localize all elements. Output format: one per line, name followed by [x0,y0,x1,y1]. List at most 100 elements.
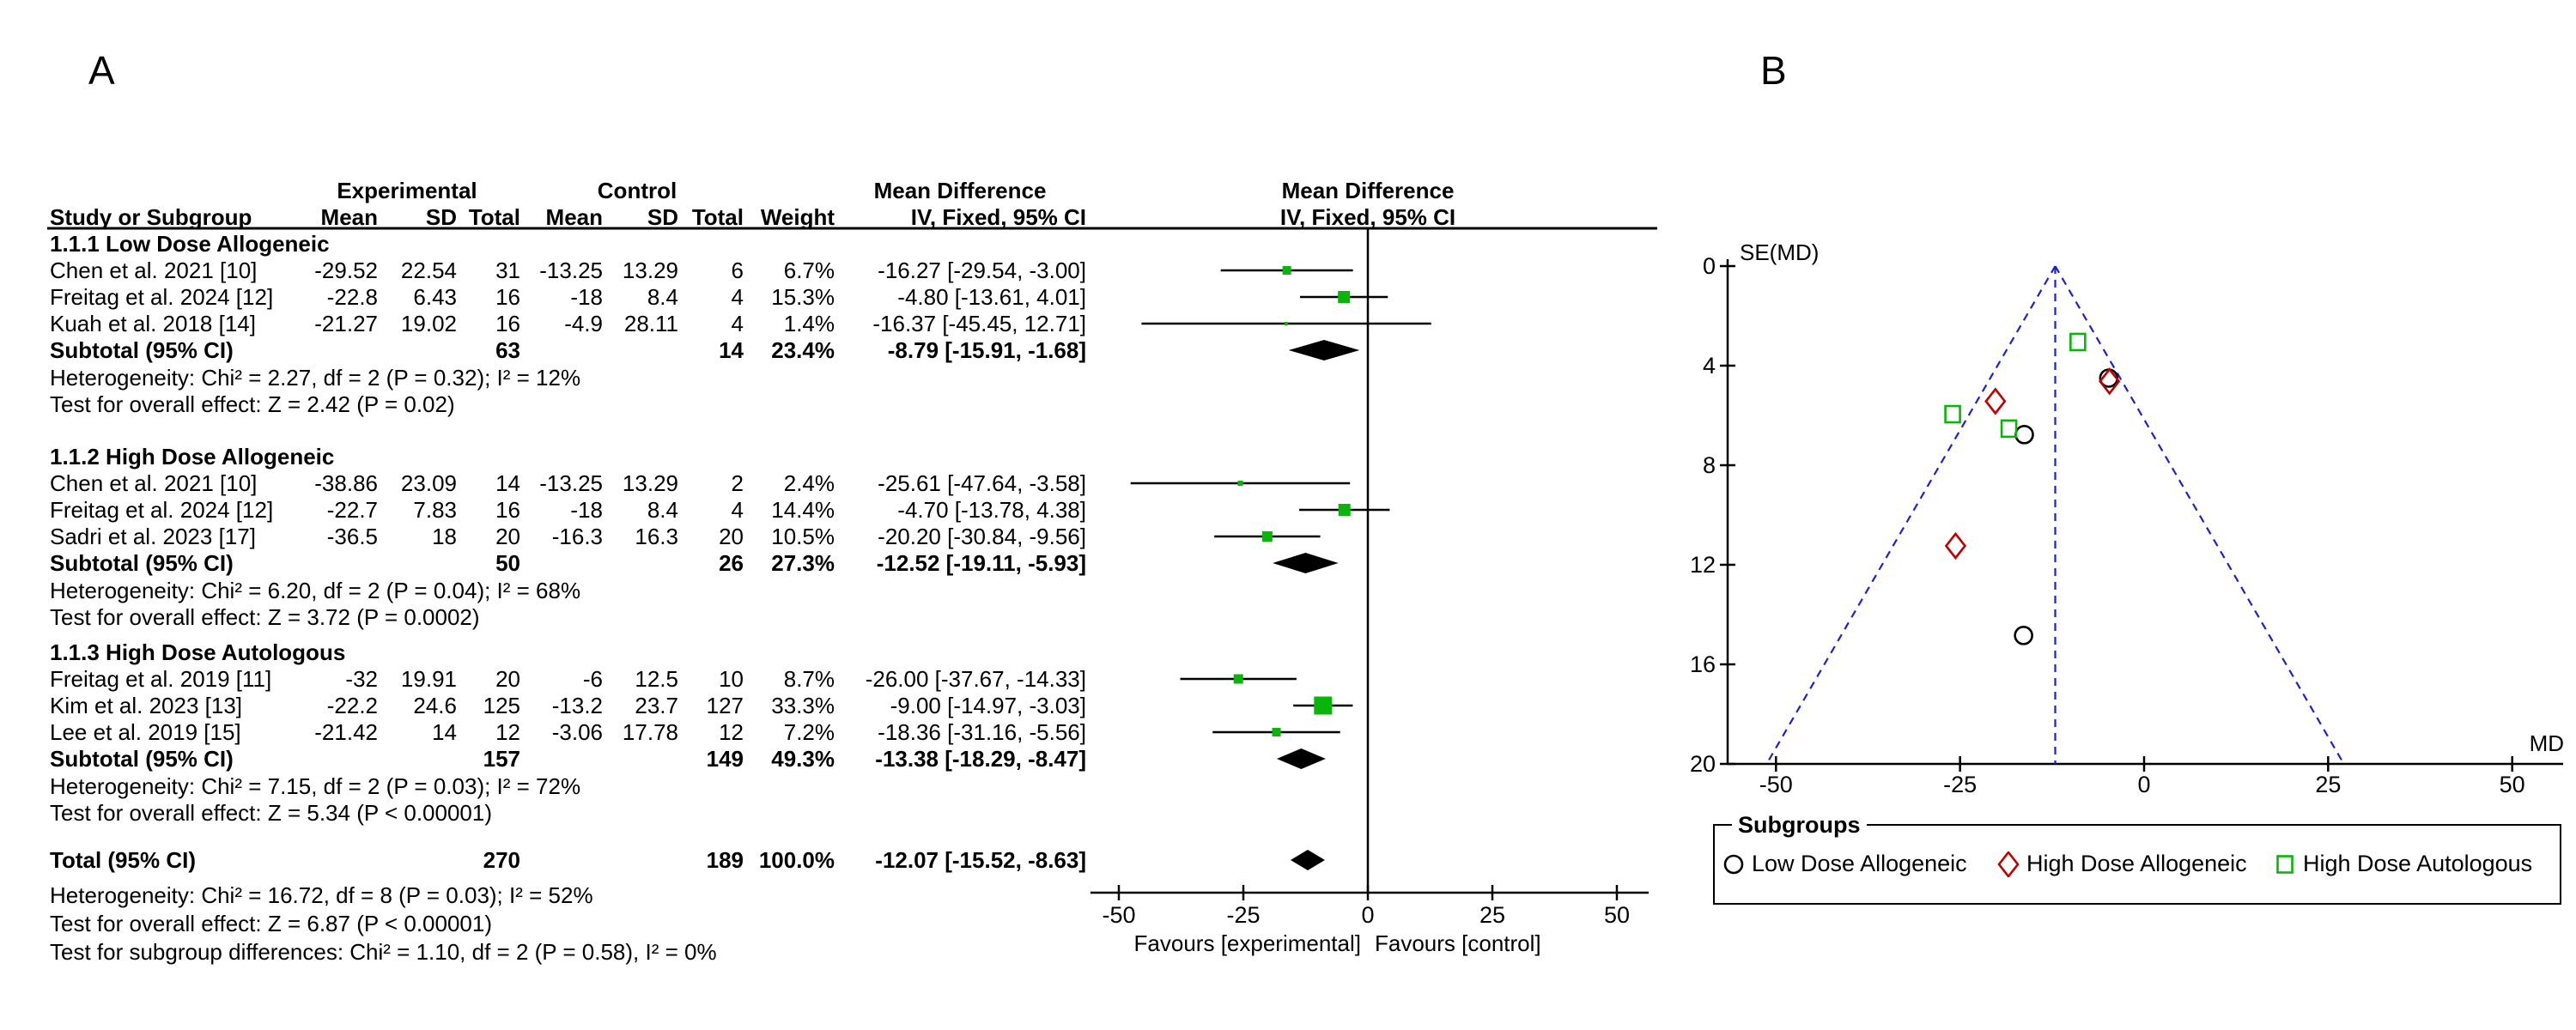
mean-difference-plot-header: Mean Difference [1281,178,1455,203]
exp-mean-value: -22.2 [326,693,378,718]
exp-sd-value: 6.43 [413,284,457,310]
exp-total-value: 50 [495,550,520,576]
weight-value: 1.4% [783,311,835,336]
subtotal-label: Subtotal (95% CI) [50,337,234,363]
exp-mean-column-header: Mean [320,204,378,230]
funnel-x-tick-label: 50 [2499,772,2525,797]
exp-total-value: 31 [495,258,520,283]
ctrl-sd-value: 13.29 [622,470,678,496]
exp-mean-value: -22.8 [326,284,378,310]
funnel-x-tick-label: 0 [2137,772,2151,797]
funnel-x-tick-label: -50 [1759,772,1793,797]
ctrl-mean-value: -13.25 [539,470,603,496]
favours-experimental-label: Favours [experimental] [1133,930,1361,956]
effect-marker [1272,728,1281,736]
effect-marker [1338,504,1351,516]
study-name: Kuah et al. 2018 [14] [50,311,256,336]
funnel-y-axis-label: SE(MD) [1740,239,1820,265]
weight-value: 23.4% [771,337,835,363]
subtotal-label: Subtotal (95% CI) [50,550,234,576]
md-ci-text: -12.07 [-15.52, -8.63] [875,847,1086,873]
weight-value: 49.3% [771,746,835,772]
effect-marker [1282,266,1291,275]
md-ci-text: -25.61 [-47.64, -3.58] [878,470,1086,496]
legend-item-high-dose-autologous: High Dose Autologous [2273,851,2532,877]
weight-value: 15.3% [771,284,835,310]
legend-label: High Dose Autologous [2303,851,2533,876]
weight-value: 6.7% [783,258,835,283]
overall-effect-text: Test for overall effect: Z = 5.34 (P < 0… [50,800,492,826]
panel-b-label: B [1760,48,1787,93]
ctrl-mean-value: -18 [570,497,603,523]
exp-sd-column-header: SD [425,204,457,230]
ctrl-sd-column-header: SD [647,204,678,230]
iv-fixed-ci-text-header: IV, Fixed, 95% CI [910,204,1086,230]
funnel-y-tick-label: 20 [1689,751,1716,777]
square-marker-icon [2276,854,2293,874]
funnel-legend: Subgroups Low Dose Allogeneic High Dose … [1713,811,2561,905]
ctrl-sd-value: 12.5 [635,666,678,692]
heterogeneity-text: Heterogeneity: Chi² = 7.15, df = 2 (P = … [50,773,581,799]
exp-sd-value: 23.09 [400,470,457,496]
weight-value: 14.4% [771,497,835,523]
ctrl-sd-value: 8.4 [647,497,678,523]
funnel-y-tick-label: 0 [1702,253,1716,279]
experimental-group-header: Experimental [337,178,477,203]
exp-mean-value: -29.52 [314,258,378,283]
subgroup-title: 1.1.3 High Dose Autologous [50,639,346,665]
md-ci-text: -13.38 [-18.29, -8.47] [875,746,1086,772]
effect-marker [1285,322,1289,325]
control-group-header: Control [597,178,677,203]
weight-value: 27.3% [771,550,835,576]
funnel-y-tick-label: 12 [1689,552,1716,578]
subtotal-diamond [1276,748,1326,769]
ctrl-total-column-header: Total [691,204,744,230]
funnel-x-axis-label: MD [2529,730,2564,756]
funnel-point-square [2000,419,2018,439]
ctrl-mean-value: -18 [570,284,603,310]
funnel-point-circle [2014,425,2034,445]
funnel-x-tick-label: 25 [2315,772,2342,797]
forest-x-tick-label: 0 [1361,902,1375,928]
md-ci-text: -20.20 [-30.84, -9.56] [878,524,1086,549]
legend-item-low-dose-allogeneic: Low Dose Allogeneic [1722,851,1967,877]
study-name: Freitag et al. 2024 [12] [50,497,274,523]
exp-mean-value: -21.42 [314,719,378,745]
panel-a-label: A [88,48,115,93]
effect-marker [1338,291,1351,303]
exp-mean-value: -21.27 [314,311,378,336]
favours-control-label: Favours [control] [1375,930,1541,956]
weight-value: 7.2% [783,719,835,745]
overall-effect-text: Test for overall effect: Z = 2.42 (P = 0… [50,391,455,417]
weight-value: 8.7% [783,666,835,692]
md-ci-text: -26.00 [-37.67, -14.33] [865,666,1086,692]
ctrl-total-value: 4 [731,497,744,523]
circle-marker-icon [1723,854,1744,874]
heterogeneity-text: Heterogeneity: Chi² = 2.27, df = 2 (P = … [50,365,581,391]
exp-sd-value: 18 [432,524,457,549]
subgroup-title: 1.1.2 High Dose Allogeneic [50,444,335,470]
exp-sd-value: 14 [432,719,457,745]
ctrl-mean-value: -3.06 [551,719,603,745]
weight-value: 10.5% [771,524,835,549]
ctrl-sd-value: 23.7 [635,693,678,718]
exp-total-value: 20 [495,666,520,692]
exp-total-value: 63 [495,337,520,363]
exp-total-value: 270 [483,847,520,873]
study-name: Freitag et al. 2019 [11] [50,666,272,692]
md-ci-text: -18.36 [-31.16, -5.56] [878,719,1086,745]
exp-total-value: 16 [495,497,520,523]
study-name: Lee et al. 2019 [15] [50,719,241,745]
funnel-point-diamond [1944,531,1967,560]
funnel-point-diamond [2099,367,2121,396]
funnel-boundary-left [1765,265,2057,765]
weight-value: 2.4% [783,470,835,496]
exp-total-value: 12 [495,719,520,745]
study-column-header: Study or Subgroup [50,204,252,230]
heterogeneity-text: Heterogeneity: Chi² = 6.20, df = 2 (P = … [50,578,581,603]
funnel-point-diamond [1984,387,2007,415]
effect-marker [1237,481,1243,486]
md-ci-text: -16.27 [-29.54, -3.00] [878,258,1086,283]
exp-sd-value: 19.91 [400,666,457,692]
